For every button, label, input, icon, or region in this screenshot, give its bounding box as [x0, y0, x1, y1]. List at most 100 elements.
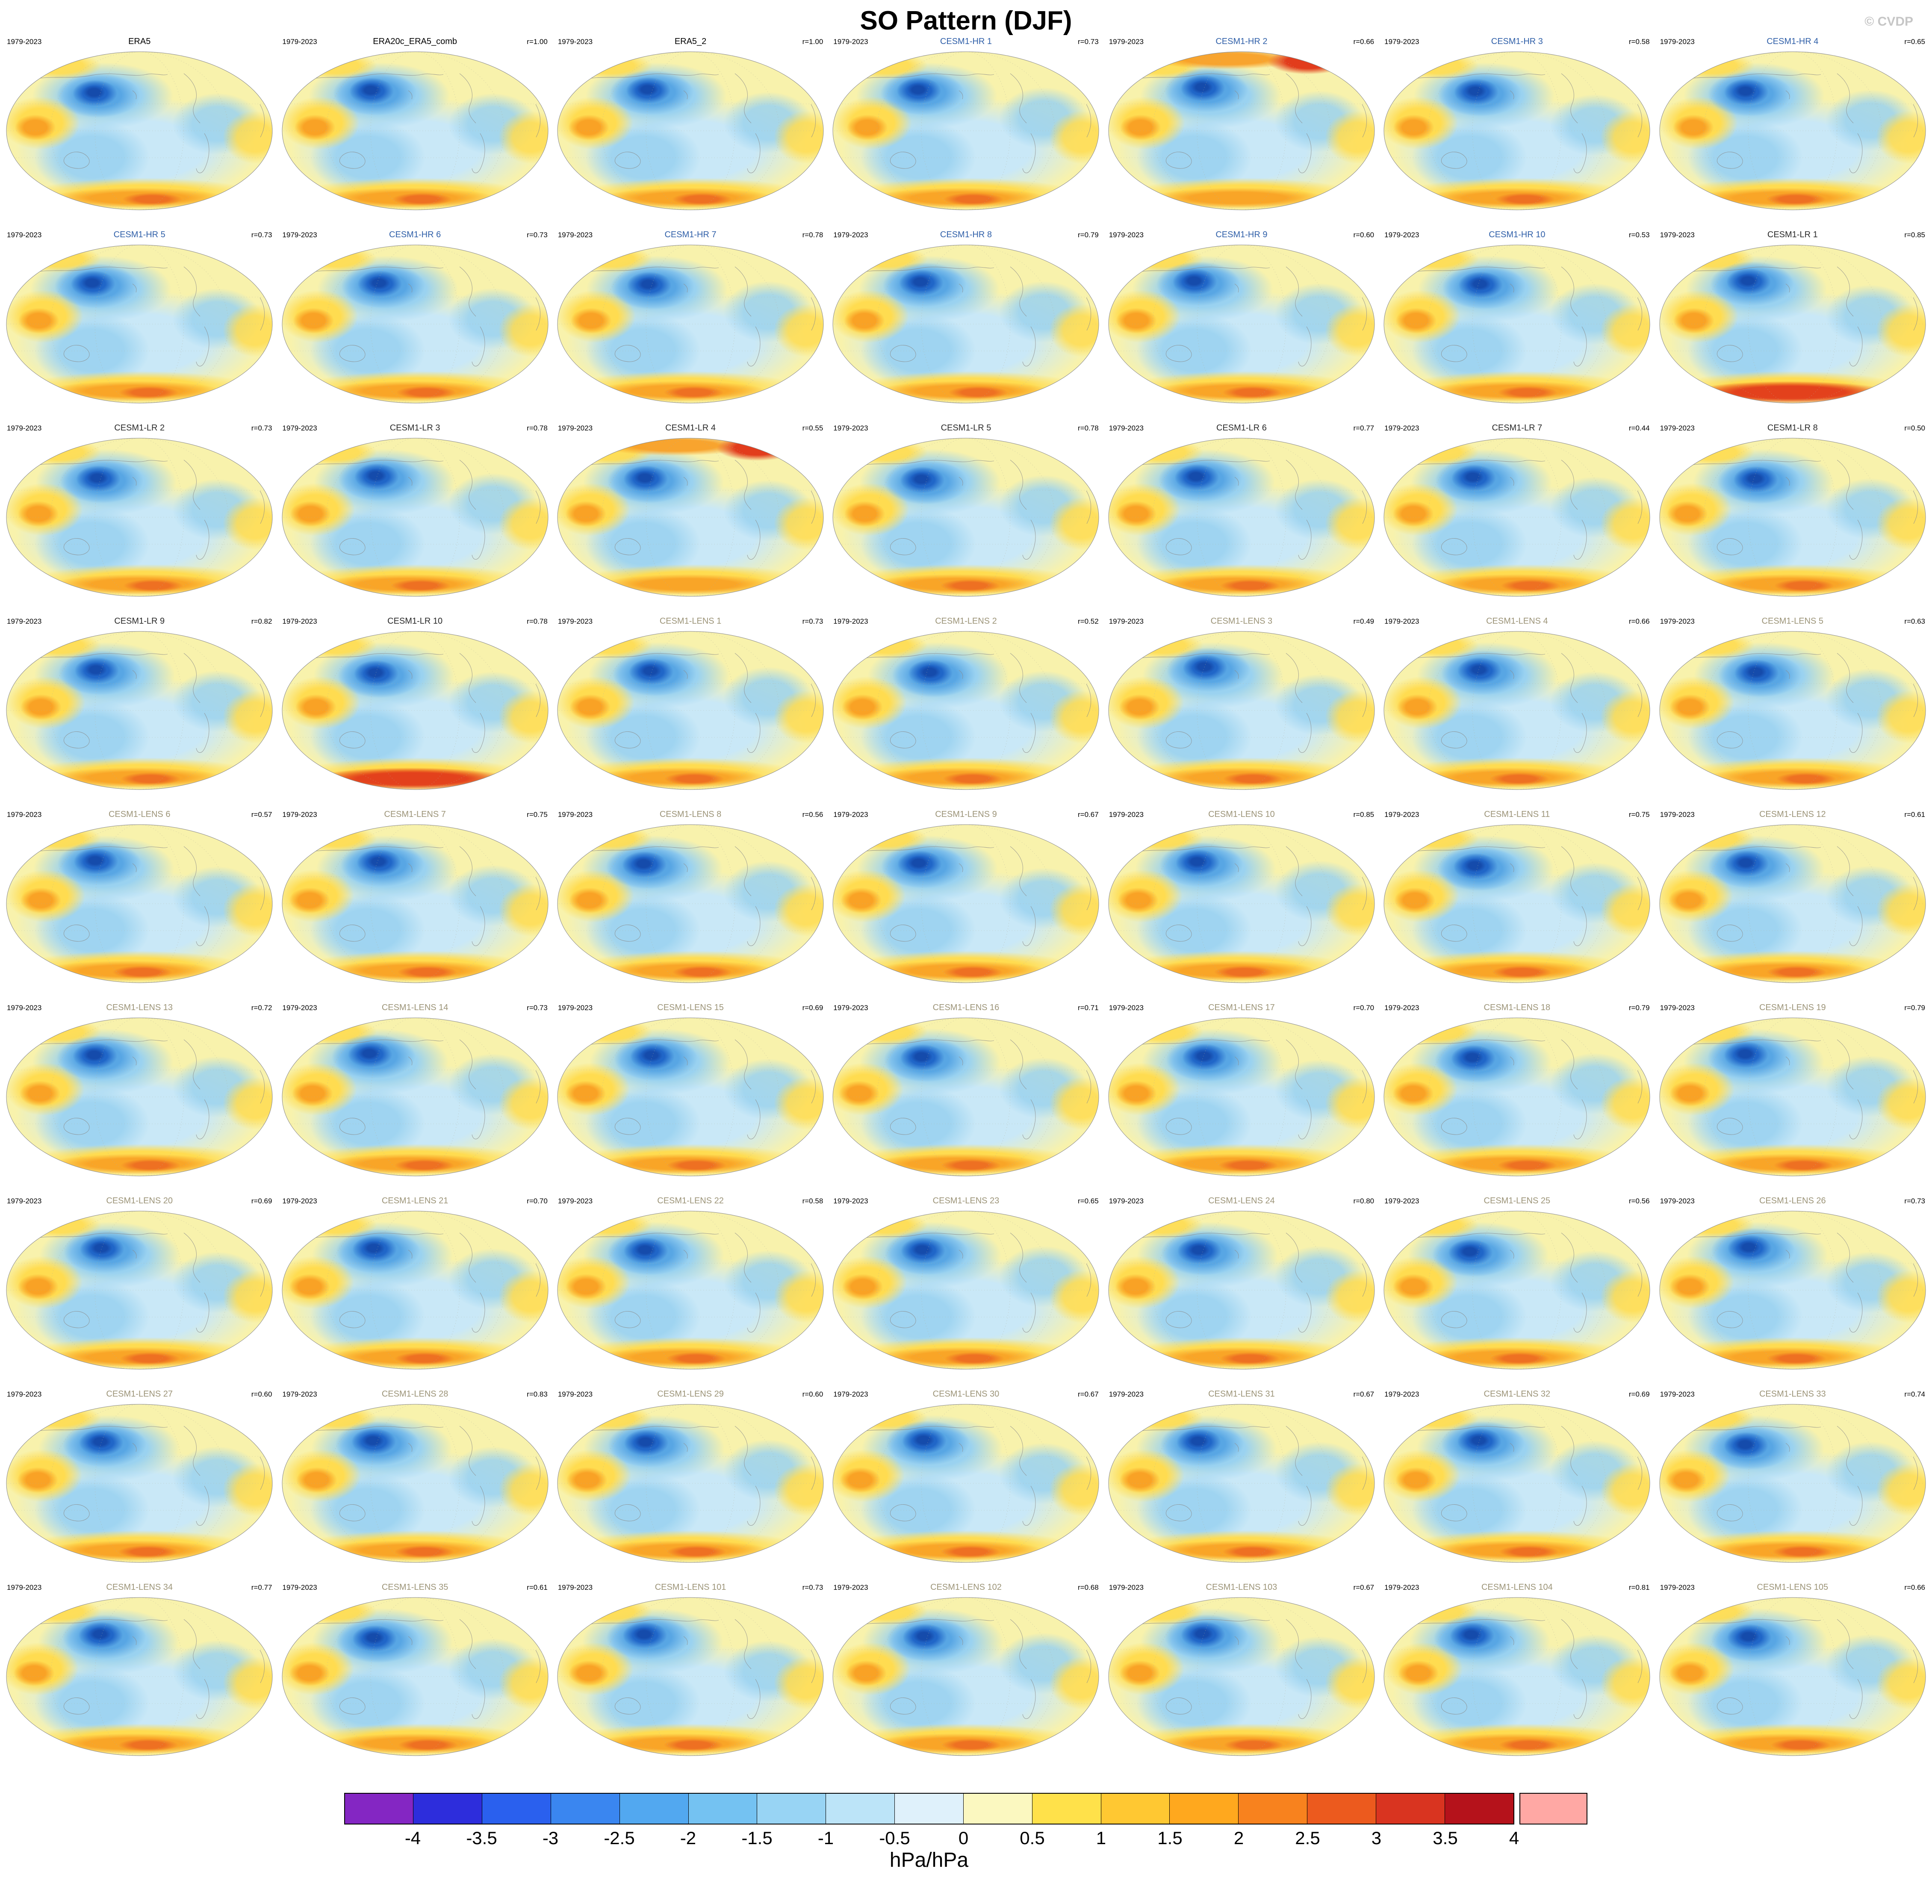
- coastlines: [1674, 73, 1918, 173]
- panel-years: 1979-2023: [833, 1390, 868, 1398]
- map-panel: 1979-2023 CESM1-LENS 10 r=0.85: [1104, 810, 1379, 1003]
- panel-title: CESM1-LR 5: [941, 423, 991, 433]
- panel-years: 1979-2023: [7, 617, 42, 625]
- graticule: [559, 438, 823, 596]
- panel-years: 1979-2023: [282, 1390, 317, 1398]
- panel-title: CESM1-LENS 14: [381, 1003, 448, 1012]
- coastlines: [21, 460, 265, 560]
- coastlines: [848, 846, 1091, 946]
- coastlines: [1399, 73, 1643, 173]
- panel-header: 1979-2023 CESM1-LR 3 r=0.78: [277, 423, 552, 435]
- panel-header: 1979-2023 CESM1-HR 5 r=0.73: [2, 230, 277, 242]
- world-map: [1383, 1404, 1650, 1563]
- panel-title: CESM1-LENS 28: [381, 1389, 448, 1399]
- world-map: [1659, 1597, 1926, 1756]
- panel-years: 1979-2023: [7, 38, 42, 46]
- map-panel: 1979-2023 CESM1-LR 6 r=0.77: [1104, 423, 1379, 616]
- colorbar-tick-label: 2: [1233, 1828, 1244, 1848]
- panel-r-value: r=0.75: [1628, 811, 1650, 819]
- graticule: [283, 1597, 547, 1756]
- map-panel: 1979-2023 CESM1-LENS 19 r=0.79: [1655, 1003, 1930, 1196]
- world-map: [832, 438, 1099, 597]
- graticule: [834, 438, 1098, 596]
- world-map: [6, 51, 273, 210]
- panel-years: 1979-2023: [1660, 424, 1695, 432]
- graticule: [283, 438, 547, 596]
- coastlines: [848, 1232, 1091, 1332]
- panel-years: 1979-2023: [833, 424, 868, 432]
- panel-r-value: r=0.78: [527, 424, 548, 432]
- colorbar-segment: [688, 1794, 757, 1824]
- colorbar-tick-label: -2: [680, 1828, 696, 1848]
- coastlines: [297, 653, 540, 753]
- world-map: [557, 824, 824, 983]
- panel-years: 1979-2023: [7, 1004, 42, 1012]
- panel-r-value: r=0.71: [1078, 1004, 1099, 1012]
- world-map: [832, 631, 1099, 790]
- panel-header: 1979-2023 CESM1-LENS 35 r=0.61: [277, 1583, 552, 1595]
- panel-r-value: r=0.85: [1353, 811, 1375, 819]
- panel-title: CESM1-LENS 18: [1484, 1003, 1551, 1012]
- world-map: [282, 631, 549, 790]
- coastlines: [848, 73, 1091, 173]
- world-map: [1108, 438, 1375, 597]
- map-panel: 1979-2023 CESM1-LR 4 r=0.55: [553, 423, 828, 616]
- cvdp-watermark: © CVDP: [1864, 15, 1913, 29]
- colorbar-tick-label: 0.5: [1020, 1828, 1045, 1848]
- map-panel: 1979-2023 CESM1-LR 10 r=0.78: [277, 616, 552, 810]
- panel-years: 1979-2023: [7, 424, 42, 432]
- panel-r-value: r=0.78: [1078, 424, 1099, 432]
- panel-title: CESM1-LENS 12: [1759, 810, 1826, 819]
- coastlines: [1674, 1426, 1918, 1526]
- graticule: [8, 245, 271, 403]
- graticule: [834, 631, 1098, 790]
- map-panel: 1979-2023 CESM1-LENS 101 r=0.73: [553, 1583, 828, 1776]
- colorbar-segment: [345, 1794, 413, 1824]
- colorbar-main: [344, 1793, 1514, 1824]
- panel-title: CESM1-HR 6: [389, 230, 441, 239]
- coastlines: [1123, 1232, 1367, 1332]
- colorbar-gap: [1514, 1793, 1519, 1824]
- colorbar-segment: [894, 1794, 963, 1824]
- graticule: [559, 1211, 823, 1369]
- coastlines: [1123, 73, 1367, 173]
- panel-title: CESM1-LR 4: [665, 423, 716, 433]
- panel-header: 1979-2023 CESM1-LENS 101 r=0.73: [553, 1583, 828, 1595]
- graticule: [8, 1597, 271, 1756]
- panel-years: 1979-2023: [557, 1197, 593, 1205]
- map-panel: 1979-2023 CESM1-LENS 102 r=0.68: [828, 1583, 1103, 1776]
- panel-years: 1979-2023: [1109, 38, 1144, 46]
- panel-r-value: r=0.65: [1904, 38, 1925, 46]
- world-map: [1383, 438, 1650, 597]
- panel-title: CESM1-LENS 19: [1759, 1003, 1826, 1012]
- panel-header: 1979-2023 CESM1-LR 5 r=0.78: [828, 423, 1103, 435]
- panel-years: 1979-2023: [1384, 424, 1419, 432]
- coastlines: [1674, 653, 1918, 753]
- graticule: [1661, 1211, 1924, 1369]
- map-panel: 1979-2023 CESM1-HR 10 r=0.53: [1379, 230, 1655, 423]
- map-panel: 1979-2023 CESM1-LENS 103 r=0.67: [1104, 1583, 1379, 1776]
- map-panel: 1979-2023 CESM1-LENS 105 r=0.66: [1655, 1583, 1930, 1776]
- map-panel: 1979-2023 CESM1-LENS 14 r=0.73: [277, 1003, 552, 1196]
- world-map: [282, 1597, 549, 1756]
- graticule: [283, 1404, 547, 1562]
- colorbar-segment: [1307, 1794, 1376, 1824]
- graticule: [1385, 438, 1649, 596]
- panel-header: 1979-2023 CESM1-LENS 4 r=0.66: [1379, 616, 1655, 628]
- coastlines: [1399, 460, 1643, 560]
- colorbar-tick-label: -2.5: [604, 1828, 635, 1848]
- panel-header: 1979-2023 ERA5: [2, 37, 277, 49]
- world-map: [1383, 631, 1650, 790]
- panel-header: 1979-2023 CESM1-HR 3 r=0.58: [1379, 37, 1655, 49]
- graticule: [1385, 1211, 1649, 1369]
- colorbar-tick-labels: -4 -3.5 -3 -2.5 -2 -1.5 -1 -0.5 0 0.5 1 1.5 2 2.5 3 3.5…: [344, 1824, 1519, 1848]
- coastlines: [572, 73, 816, 173]
- world-map: [557, 1597, 824, 1756]
- panel-years: 1979-2023: [1384, 1390, 1419, 1398]
- map-panel: 1979-2023 CESM1-LENS 33 r=0.74: [1655, 1389, 1930, 1583]
- world-map: [832, 1017, 1099, 1176]
- map-panel: 1979-2023 CESM1-LENS 1 r=0.73: [553, 616, 828, 810]
- coastlines: [848, 1039, 1091, 1139]
- world-map: [282, 824, 549, 983]
- graticule: [1661, 52, 1924, 210]
